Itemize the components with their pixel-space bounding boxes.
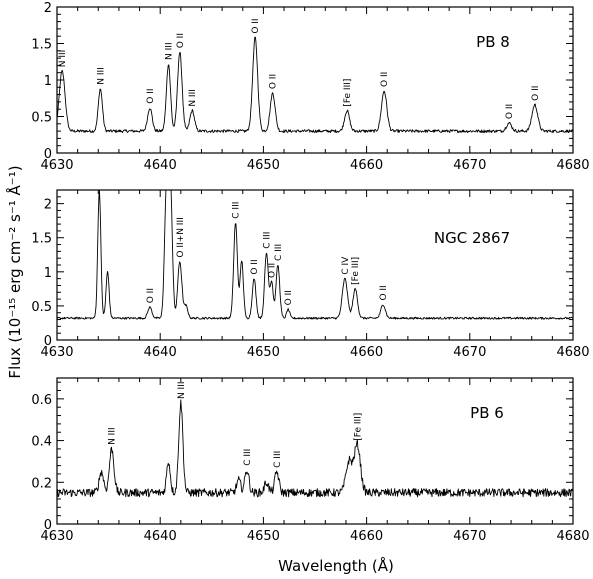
line-label: N III [164,42,174,60]
line-label: C III [262,232,272,249]
line-label: C III [274,244,284,261]
x-tick-label: 4630 [40,529,73,544]
line-label: [Fe III] [351,257,361,285]
x-tick-label: 4650 [247,345,280,360]
line-label: N III [188,89,198,107]
line-label: O II [251,18,261,33]
object-name: NGC 2867 [434,229,510,247]
line-label: O II+N III [176,217,186,257]
line-label: O II [176,33,186,48]
x-tick-label: 4650 [247,529,280,544]
x-tick-label: 4670 [453,345,486,360]
line-label: O II [250,259,260,274]
line-label: O II [146,88,156,103]
x-tick-label: 4640 [144,158,177,173]
x-tick-label: 4660 [350,158,383,173]
line-label: C IV [341,256,351,275]
y-tick-label: 1 [44,74,52,89]
y-tick-label: 0 [44,147,52,162]
y-tick-label: 1.5 [31,232,52,247]
panel-3: 4630 4640 4650 4660 4670 4680 0 0.2 0.4 0.6 PB 6 N … [31,377,590,544]
line-label: O II [284,290,294,305]
x-tick-label: 4650 [247,158,280,173]
x-tick-label: 4640 [144,529,177,544]
y-tick-label: 0.4 [31,435,52,450]
y-tick-label: 0 [44,334,52,349]
line-label: O II [379,285,389,300]
x-tick-label: 4640 [144,345,177,360]
y-tick-label: 0.2 [31,476,52,491]
line-label: N III [58,50,68,68]
panel-1: 4630 4640 4650 4660 4670 4680 0 0.5 1 1.5 2 PB 8 N I… [31,1,589,173]
x-tick-label: 4630 [40,345,73,360]
y-tick-label: 0.5 [31,300,52,315]
y-tick-label: 1 [44,266,52,281]
object-name: PB 6 [470,404,504,422]
line-label: N III [96,67,106,85]
y-tick-label: 1.5 [31,38,52,53]
y-tick-label: 0.6 [31,393,52,408]
line-label: O II [531,86,541,101]
line-label: O II [380,72,390,87]
line-label: [Fe III] [353,413,363,441]
line-label: O II [146,288,156,303]
line-label: O II [268,263,278,278]
x-axis-title: Wavelength (Å) [278,556,394,575]
line-label: C III [243,449,253,466]
line-label: N III [177,381,187,399]
spectrum-line [57,399,573,498]
line-label: N III [108,427,118,445]
object-name: PB 8 [476,33,510,51]
x-tick-label: 4660 [350,345,383,360]
spectrum-line [57,36,573,134]
line-label: C III [232,202,242,219]
x-tick-label: 4660 [350,529,383,544]
y-tick-label: 0.5 [31,111,52,126]
y-axis-title: Flux (10⁻¹⁵ erg cm⁻² s⁻¹ Å⁻¹) [5,165,24,378]
panel-2: 4630 4640 4650 4660 4670 4680 0 0.5 1 1.5 2 NGC 286… [31,189,590,360]
x-tick-label: 4680 [556,158,589,173]
y-tick-label: 2 [44,198,52,213]
x-tick-label: 4680 [556,529,589,544]
plot-frame [56,377,574,525]
line-label: [Fe III] [343,79,353,107]
y-tick-label: 2 [44,1,52,16]
x-tick-label: 4630 [40,158,73,173]
x-tick-label: 4670 [453,529,486,544]
y-tick-label: 0 [44,518,52,533]
line-label: C III [273,451,283,468]
x-tick-label: 4680 [556,345,589,360]
line-label: O II [269,74,279,89]
x-tick-label: 4670 [453,158,486,173]
line-label: O II [505,104,515,119]
spectrum-line [57,190,573,320]
